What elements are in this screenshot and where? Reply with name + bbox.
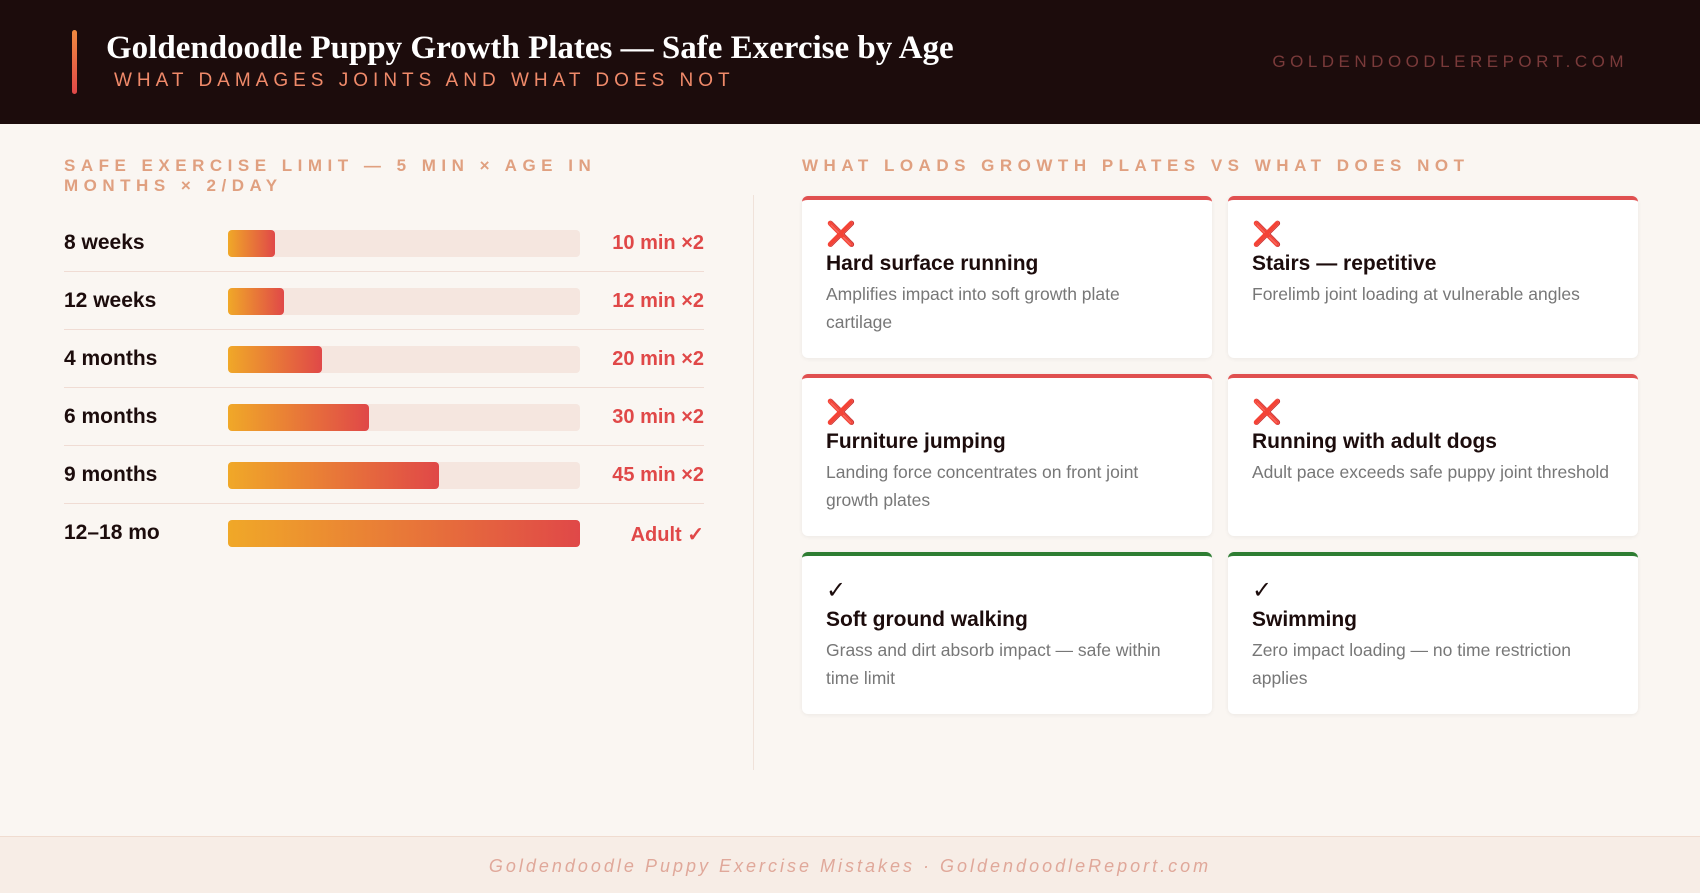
value-label: Adult ✓ [630,524,704,546]
bar [228,404,369,431]
chart-row: 4 months 20 min ×2 [64,330,704,388]
chart-row: 9 months 45 min ×2 [64,446,704,504]
header [0,0,1700,124]
category-label: 12 weeks [64,289,157,312]
title: Goldendoodle Puppy Growth Plates — Safe … [106,30,954,66]
card-text: Grass and dirt absorb impact — safe with… [826,640,1161,688]
card-title: Running with adult dogs [1252,430,1497,453]
category-label: 12–18 mo [64,521,160,544]
bar-track [228,288,580,315]
card-icon: ❌ [1252,399,1282,426]
chart-row: 6 months 30 min ×2 [64,388,704,446]
card: ❌ Hard surface running Amplifies impact in… [802,196,1212,358]
bar-track [228,462,580,489]
bar-track [228,230,580,257]
card-icon: ✓ [1252,577,1273,604]
card-icon: ✓ [826,577,847,604]
value-label: 30 min ×2 [612,406,704,428]
divider [753,195,754,770]
chart-row: 8 weeks 10 min ×2 [64,214,704,272]
bar [228,288,285,315]
accent-bar [72,30,77,94]
card-text: Zero impact loading — no time restrictio… [1252,640,1572,688]
card-title: Stairs — repetitive [1252,252,1437,275]
footer [0,836,1700,893]
bar [228,230,275,257]
row-separator [64,329,704,330]
card-title: Swimming [1252,608,1358,631]
card: ✓ Soft ground walking Grass and dirt absor… [802,552,1212,714]
value-label: 45 min ×2 [612,464,704,486]
card-text: Forelimb joint loading at vulnerable ang… [1252,284,1580,304]
chart-row: 12 weeks 12 min ×2 [64,272,704,330]
card: ❌ Running with adult dogs Adult pace excee… [1228,374,1638,536]
card-title: Furniture jumping [826,430,1006,453]
card-title: Soft ground walking [826,608,1028,631]
row-separator [64,271,704,272]
section-title: WHAT LOADS GROWTH PLATES VS WHAT DOES NO… [802,156,1470,175]
value-label: 10 min ×2 [612,232,704,254]
card: ❌ Furniture jumping Landing force concentr… [802,374,1212,536]
bar-track [228,520,580,547]
row-separator [64,445,704,446]
card-title: Hard surface running [826,252,1039,275]
bar-track [228,404,580,431]
row-separator [64,503,704,504]
site-name: GOLDENDOODLEREPORT.COM [1272,52,1628,71]
card-text: Adult pace exceeds safe puppy joint thre… [1252,462,1610,482]
footer-text: Goldendoodle Puppy Exercise Mistakes · G… [488,856,1212,876]
card-icon: ❌ [1252,221,1282,248]
card-text: Landing force concentrates on front join… [826,462,1139,510]
bar-track [228,346,580,373]
row-separator [64,387,704,388]
card-text: Amplifies impact into soft growth plate … [826,284,1120,332]
category-label: 6 months [64,405,158,428]
card-icon: ❌ [826,399,856,426]
bar [228,346,322,373]
subtitle: WHAT DAMAGES JOINTS AND WHAT DOES NOT [114,70,735,91]
value-label: 20 min ×2 [612,348,704,370]
chart-title: SAFE EXERCISE LIMIT — 5 MIN × AGE IN MON… [64,156,597,195]
category-label: 4 months [64,347,158,370]
card: ✓ Swimming Zero impact loading — no time r… [1228,552,1638,714]
chart-row: 12–18 mo Adult ✓ [64,504,704,562]
bar [228,462,440,489]
card: ❌ Stairs — repetitive Forelimb joint loadi… [1228,196,1638,358]
bar [228,520,580,547]
card-icon: ❌ [826,221,856,248]
category-label: 8 weeks [64,231,145,254]
category-label: 9 months [64,463,158,486]
value-label: 12 min ×2 [612,290,704,312]
